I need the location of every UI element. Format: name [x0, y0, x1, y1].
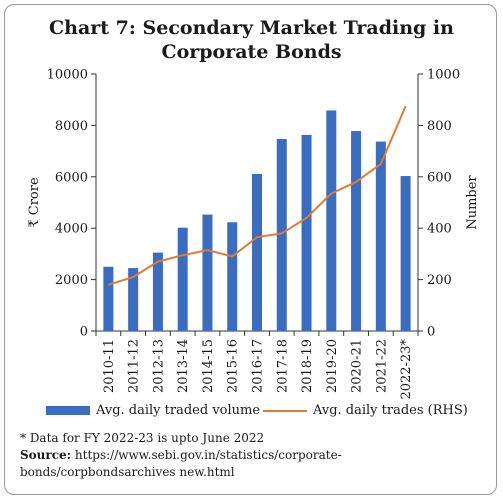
- x-tick-label: 2018-19: [300, 339, 315, 393]
- x-tick-label: 2020-21: [350, 339, 365, 393]
- y-axis-title-left: ₹ Crore: [27, 177, 42, 228]
- y-tick-label-left: 6000: [55, 170, 88, 185]
- bar: [375, 141, 386, 331]
- bar: [103, 266, 114, 331]
- x-tick-label: 2022-23*: [399, 339, 414, 400]
- y-tick-label-right: 800: [427, 119, 452, 134]
- legend-item-volume: Avg. daily traded volume: [46, 403, 260, 418]
- legend-swatch-bar: [46, 406, 90, 415]
- x-tick-label: 2010-11: [102, 339, 117, 393]
- y-axis-title-right: Number: [465, 175, 480, 230]
- legend: Avg. daily traded volume Avg. daily trad…: [0, 403, 503, 423]
- legend-label-trades: Avg. daily trades (RHS): [313, 403, 468, 418]
- y-tick-label-left: 8000: [55, 119, 88, 134]
- bar: [202, 214, 213, 331]
- source-line: Source: https://www.sebi.gov.in/statisti…: [20, 447, 490, 481]
- bar: [177, 227, 188, 331]
- y-tick-label-right: 400: [427, 222, 452, 237]
- bar: [276, 139, 287, 331]
- y-tick-label-right: 600: [427, 170, 452, 185]
- y-tick-label-right: 0: [427, 325, 435, 340]
- x-tick-label: 2019-20: [325, 339, 340, 393]
- y-tick-label-left: 0: [80, 325, 88, 340]
- notes: * Data for FY 2022-23 is upto June 2022 …: [20, 430, 490, 481]
- bar: [326, 110, 337, 331]
- legend-label-volume: Avg. daily traded volume: [96, 403, 261, 418]
- x-tick-label: 2017-18: [275, 339, 290, 393]
- chart-title: Chart 7: Secondary Market Trading in Cor…: [0, 16, 503, 64]
- bar: [227, 222, 238, 331]
- chart-title-line-1: Chart 7: Secondary Market Trading in: [49, 17, 454, 39]
- source-label: Source:: [20, 448, 72, 462]
- bar: [400, 176, 411, 331]
- x-tick-label: 2014-15: [201, 339, 216, 393]
- x-tick-label: 2011-12: [127, 339, 142, 393]
- y-tick-label-right: 200: [427, 273, 452, 288]
- bar: [351, 131, 362, 331]
- y-tick-label-right: 1000: [427, 68, 460, 83]
- x-tick-label: 2015-16: [226, 339, 241, 393]
- bar: [301, 134, 312, 331]
- x-tick-label: 2016-17: [251, 339, 266, 393]
- x-tick-label: 2012-13: [151, 339, 166, 393]
- series-line-trades: [108, 105, 407, 286]
- footnote: * Data for FY 2022-23 is upto June 2022: [20, 431, 265, 445]
- bar: [128, 268, 139, 331]
- bar: [152, 252, 163, 331]
- legend-item-trades: Avg. daily trades (RHS): [263, 403, 468, 418]
- y-tick-label-left: 4000: [55, 222, 88, 237]
- bar: [252, 173, 262, 331]
- legend-swatch-line: [263, 409, 307, 412]
- chart-title-line-2: Corporate Bonds: [161, 41, 342, 63]
- x-tick-label: 2021-22: [374, 339, 389, 393]
- source-text: https://www.sebi.gov.in/statistics/corpo…: [20, 448, 342, 479]
- y-tick-label-left: 2000: [55, 273, 88, 288]
- x-tick-label: 2013-14: [176, 339, 191, 393]
- y-tick-label-left: 10000: [47, 68, 88, 83]
